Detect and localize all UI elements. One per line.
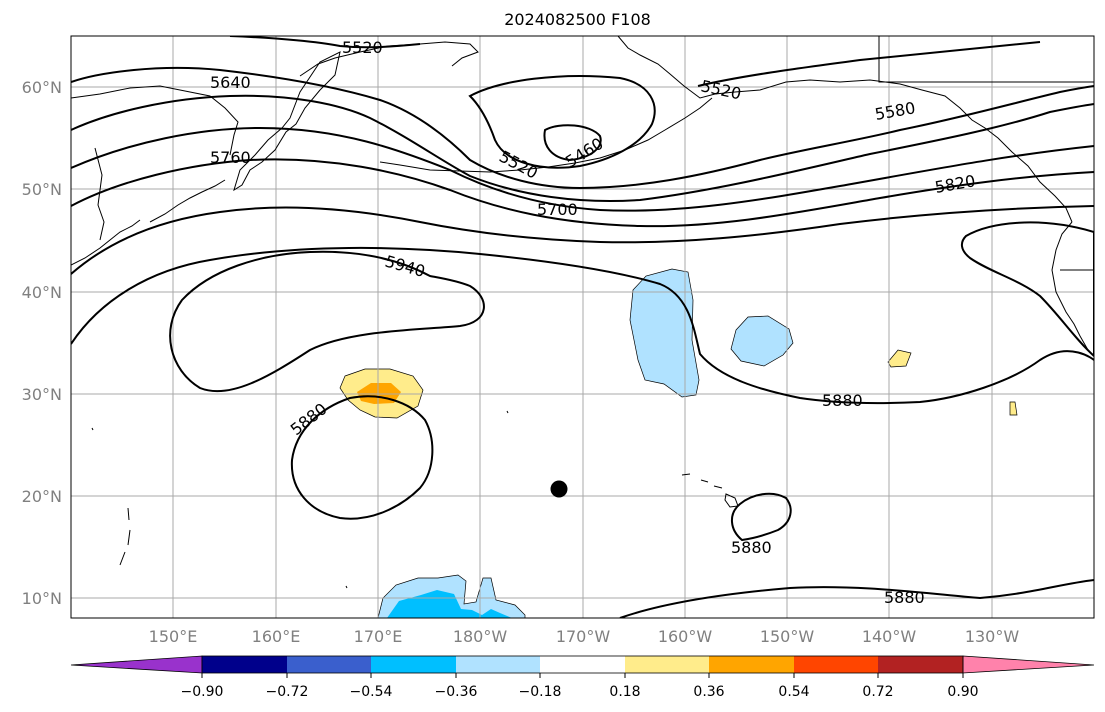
lon-label: 160°W: [658, 627, 713, 646]
contour-label: 5880: [731, 538, 772, 557]
coast-alaska: [617, 36, 1073, 223]
lon-label: 150°E: [149, 627, 198, 646]
coast-sakhalin: [94, 147, 105, 241]
map-border: [70, 35, 1095, 619]
contour-5940-loop: [169, 250, 485, 393]
contour-5820: [71, 158, 1094, 228]
coast-small-islands: [91, 410, 509, 589]
map-title: 2024082500 F108: [504, 10, 651, 29]
colorbar-tick-label: −0.36: [435, 684, 478, 700]
lat-label: 40°N: [22, 283, 62, 302]
contour-5760: [71, 94, 1094, 202]
black-dot-marker: [550, 480, 568, 498]
fill-yellow-east-2: [1009, 401, 1018, 416]
coast-japan: [71, 219, 141, 266]
contour-5520-west: [229, 36, 421, 49]
contour-label: 5520: [342, 38, 383, 57]
contour-5520-center: [468, 75, 656, 169]
coast-nw-america: [1051, 221, 1094, 357]
fill-light-blue-east: [730, 315, 794, 367]
coast-marianas: [119, 507, 131, 566]
lon-label: 130°W: [965, 627, 1020, 646]
colorbar-tick-label: −0.18: [519, 684, 562, 700]
colorbar-outline: [201, 655, 964, 674]
colorbar-cell: [540, 656, 625, 673]
coast-kurils: [149, 179, 226, 223]
colorbar-cell: [287, 656, 371, 673]
contour-label: 5880: [822, 391, 863, 410]
colorbar-cell: [456, 656, 540, 673]
colorbar-cell: [202, 656, 287, 673]
colorbar-cell: [709, 656, 794, 673]
coast-kamchatka: [233, 51, 341, 192]
lat-label: 30°N: [22, 385, 62, 404]
coast-aleutians: [379, 97, 713, 173]
contour-5700: [71, 126, 1094, 212]
colorbar-cap-left: [70, 655, 203, 674]
contour-label: 5640: [210, 73, 251, 92]
lon-label: 160°E: [252, 627, 301, 646]
lat-label: 60°N: [22, 78, 62, 97]
coast-canada-line: [878, 36, 1094, 83]
coast-hawaii: [681, 473, 739, 508]
contour-label: 5760: [210, 148, 251, 167]
colorbar-tick-label: −0.72: [266, 684, 309, 700]
colorbar-cell: [371, 656, 456, 673]
colorbar: −0.90 −0.72 −0.54 −0.36 −0.18 0.18 0.36 …: [70, 655, 1095, 700]
longitude-labels: 150°E 160°E 170°E 180°W 170°W 160°W 150°…: [149, 627, 1020, 646]
colorbar-cell: [794, 656, 878, 673]
latitude-labels: 60°N 50°N 40°N 30°N 20°N 10°N: [22, 78, 62, 608]
colorbar-tick-label: 0.90: [947, 684, 978, 700]
lon-label: 170°W: [556, 627, 611, 646]
colorbar-tick-label: 0.36: [693, 684, 724, 700]
lat-label: 50°N: [22, 180, 62, 199]
contour-5880-main: [71, 246, 1094, 405]
colorbar-cell: [878, 656, 963, 673]
colorbar-tick-label: −0.90: [181, 684, 224, 700]
fill-blue-south: [387, 590, 512, 618]
lat-label: 20°N: [22, 487, 62, 506]
lon-label: 180°W: [453, 627, 508, 646]
contour-5520-east: [697, 41, 1041, 87]
colorbar-cell: [625, 656, 709, 673]
lon-label: 140°W: [862, 627, 917, 646]
contour-label: 5700: [537, 200, 578, 219]
contour-label: 5880: [884, 588, 925, 607]
contour-5880-hawaii-loop: [731, 492, 792, 542]
contour-5880-south: [619, 579, 1094, 618]
colorbar-tick-label: −0.54: [350, 684, 393, 700]
coastlines: [71, 36, 1094, 589]
contour-5460: [543, 124, 602, 162]
contour-5640: [71, 66, 1094, 190]
lon-label: 150°W: [760, 627, 815, 646]
fill-yellow-east-1: [887, 349, 912, 368]
colorbar-tick-label: 0.18: [609, 684, 640, 700]
contour-5880-north: [71, 205, 1094, 275]
colorbar-tick-label: 0.54: [778, 684, 809, 700]
colorbar-tick-label: 0.72: [862, 684, 893, 700]
lat-label: 10°N: [22, 589, 62, 608]
lon-label: 170°E: [354, 627, 403, 646]
height-contours: [71, 36, 1094, 618]
contour-5880-east-loop: [960, 221, 1094, 358]
contour-5880-west-loop: [290, 395, 434, 520]
colorbar-cap-right: [962, 655, 1095, 674]
